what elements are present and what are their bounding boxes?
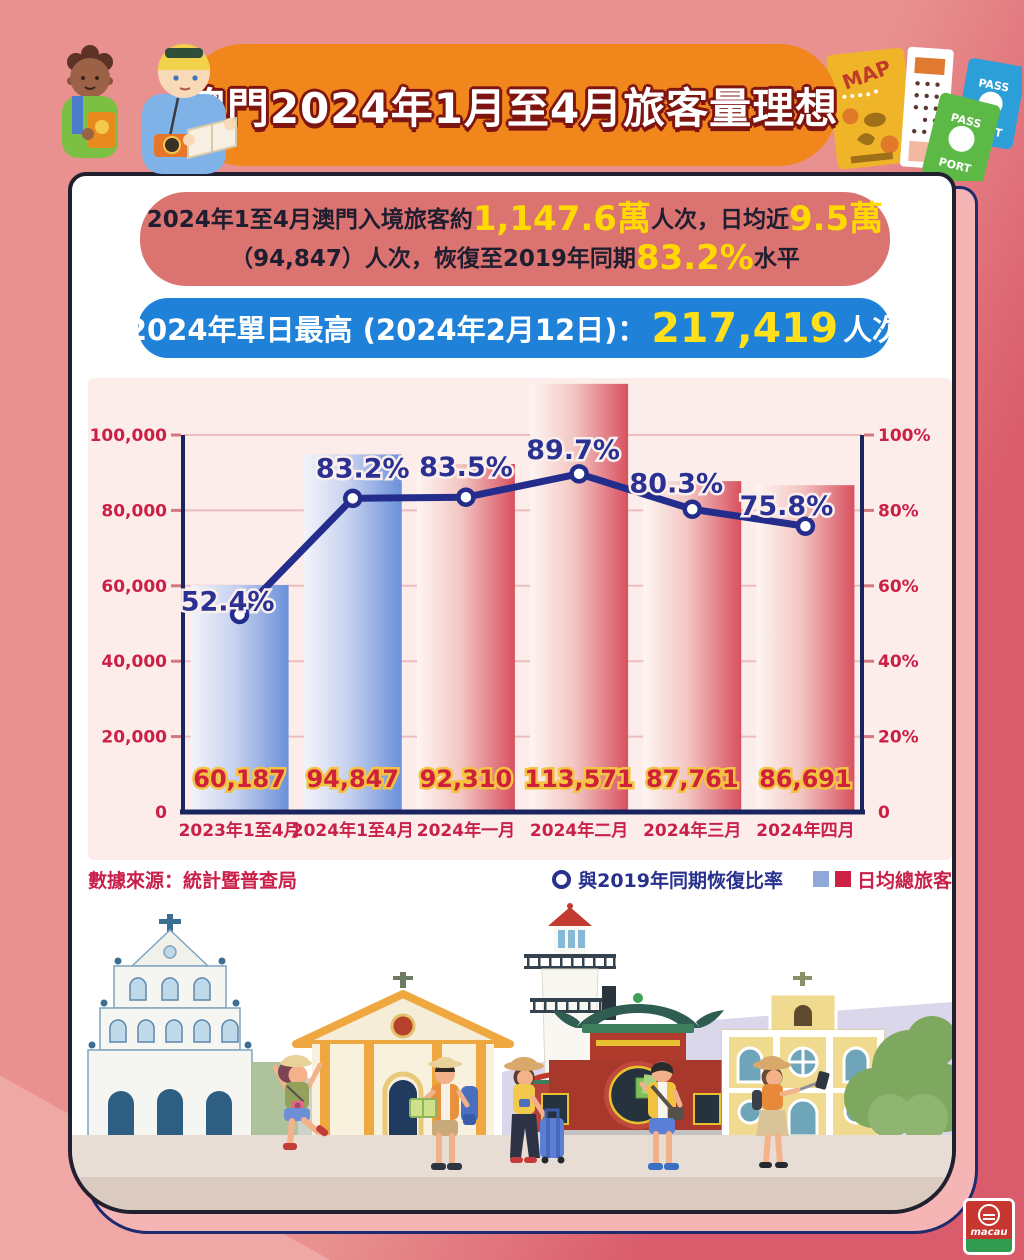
- tourists-reading-map-illustration: [62, 44, 237, 174]
- svg-text:0: 0: [155, 803, 167, 823]
- svg-text:40%: 40%: [878, 652, 919, 672]
- summary-box: 2024年1至4月澳門入境旅客約1,147.6萬人次，日均近9.5萬 （94,8…: [140, 192, 890, 286]
- colonial-building: [721, 972, 885, 1141]
- svg-text:2024年二月: 2024年二月: [530, 820, 628, 841]
- title-banner: 澳門2024年1月至4月旅客量理想: [183, 44, 839, 166]
- tourist-suitcase-woman: [504, 1057, 565, 1164]
- content-card: 2024年1至4月澳門入境旅客約1,147.6萬人次，日均近9.5萬 （94,8…: [68, 172, 956, 1214]
- daily-record-box: 2024年單日最高 (2024年2月12日)： 217,419 人次: [127, 298, 901, 358]
- tourist-right: [142, 44, 237, 174]
- svg-text:100%: 100%: [878, 426, 931, 446]
- svg-text:94,847: 94,847: [306, 765, 399, 793]
- svg-text:52.4%: 52.4%: [181, 586, 275, 617]
- svg-text:2024年三月: 2024年三月: [643, 820, 741, 841]
- passport-green-icon: PASS PORT: [922, 92, 1001, 181]
- ruins-st-paul: [87, 914, 253, 1141]
- svg-text:113,571: 113,571: [524, 765, 633, 793]
- visitor-total-value: 1,147.6萬: [472, 198, 651, 239]
- svg-text:75.8%: 75.8%: [740, 491, 834, 522]
- chart-panel: 0 0 20,000 20% 40,000 40% 60,000 60% 80,000 80% 10…: [88, 378, 952, 860]
- svg-text:89.7%: 89.7%: [526, 435, 620, 466]
- legend-daily-visitors: 日均總旅客: [812, 866, 952, 893]
- data-source-note: 數據來源：統計暨普查局: [88, 869, 298, 892]
- chart-legend: 與2019年同期恢復比率 日均總旅客: [552, 866, 952, 893]
- svg-text:87,761: 87,761: [646, 765, 739, 793]
- svg-text:0: 0: [878, 803, 890, 823]
- tourist-jumping-girl: [272, 1055, 329, 1150]
- svg-text:83.5%: 83.5%: [419, 452, 513, 483]
- svg-text:2024年1至4月: 2024年1至4月: [292, 820, 414, 841]
- blue-bar-swatch-icon: [812, 871, 829, 887]
- svg-text:2023年1至4月: 2023年1至4月: [179, 820, 301, 841]
- combo-chart: 0 0 20,000 20% 40,000 40% 60,000 60% 80,000 80% 10…: [90, 383, 931, 841]
- recovery-rate-value: 83.2%: [635, 238, 754, 278]
- svg-text:20%: 20%: [878, 728, 919, 748]
- svg-text:60,000: 60,000: [101, 577, 167, 597]
- macau-skyline-illustration: [72, 903, 952, 1210]
- red-bar-swatch-icon: [834, 871, 851, 887]
- svg-text:2024年一月: 2024年一月: [417, 820, 515, 841]
- svg-text:2024年四月: 2024年四月: [756, 820, 854, 841]
- map-icon: MAP: [826, 47, 915, 170]
- logo-emblem-icon: [978, 1204, 1000, 1226]
- svg-text:PASS: PASS: [977, 76, 1010, 94]
- svg-text:83.2%: 83.2%: [316, 453, 410, 484]
- svg-text:60,187: 60,187: [193, 765, 286, 793]
- svg-text:92,310: 92,310: [420, 765, 513, 793]
- tourist-map-man: [409, 1057, 478, 1170]
- tourist-selfie-woman: [752, 1056, 830, 1168]
- svg-text:60%: 60%: [878, 577, 919, 597]
- logo-green-band: [966, 1239, 1012, 1252]
- tourist-left: [62, 45, 118, 158]
- legend-recovery-rate: 與2019年同期恢復比率: [552, 866, 783, 893]
- summary-line-1: 2024年1至4月澳門入境旅客約1,147.6萬人次，日均近9.5萬: [146, 198, 884, 239]
- macau-tourism-logo: macau: [963, 1198, 1015, 1255]
- svg-text:40,000: 40,000: [101, 652, 167, 672]
- svg-text:86,691: 86,691: [759, 765, 852, 793]
- page-title: 澳門2024年1月至4月旅客量理想: [183, 83, 839, 133]
- line-marker-icon: [552, 869, 572, 889]
- daily-average-value: 9.5萬: [788, 198, 884, 239]
- svg-text:80,000: 80,000: [101, 501, 167, 521]
- travel-items-illustration: MAP PASS PORT PASS PORT: [826, 46, 1022, 181]
- bushes: [844, 1016, 952, 1142]
- tourist-ticket-man: [635, 1061, 684, 1170]
- logo-wordmark: macau: [970, 1227, 1008, 1238]
- daily-record-value: 217,419: [651, 304, 839, 352]
- logo-emblem-area: macau: [966, 1201, 1012, 1239]
- svg-text:20,000: 20,000: [101, 728, 167, 748]
- svg-text:80.3%: 80.3%: [629, 468, 723, 499]
- svg-text:100,000: 100,000: [90, 426, 168, 446]
- svg-text:80%: 80%: [878, 501, 919, 521]
- chart-footer-row: 數據來源：統計暨普查局 與2019年同期恢復比率 日均總旅客: [88, 862, 952, 896]
- summary-line-2: （94,847）人次，恢復至2019年同期83.2%水平: [230, 238, 800, 278]
